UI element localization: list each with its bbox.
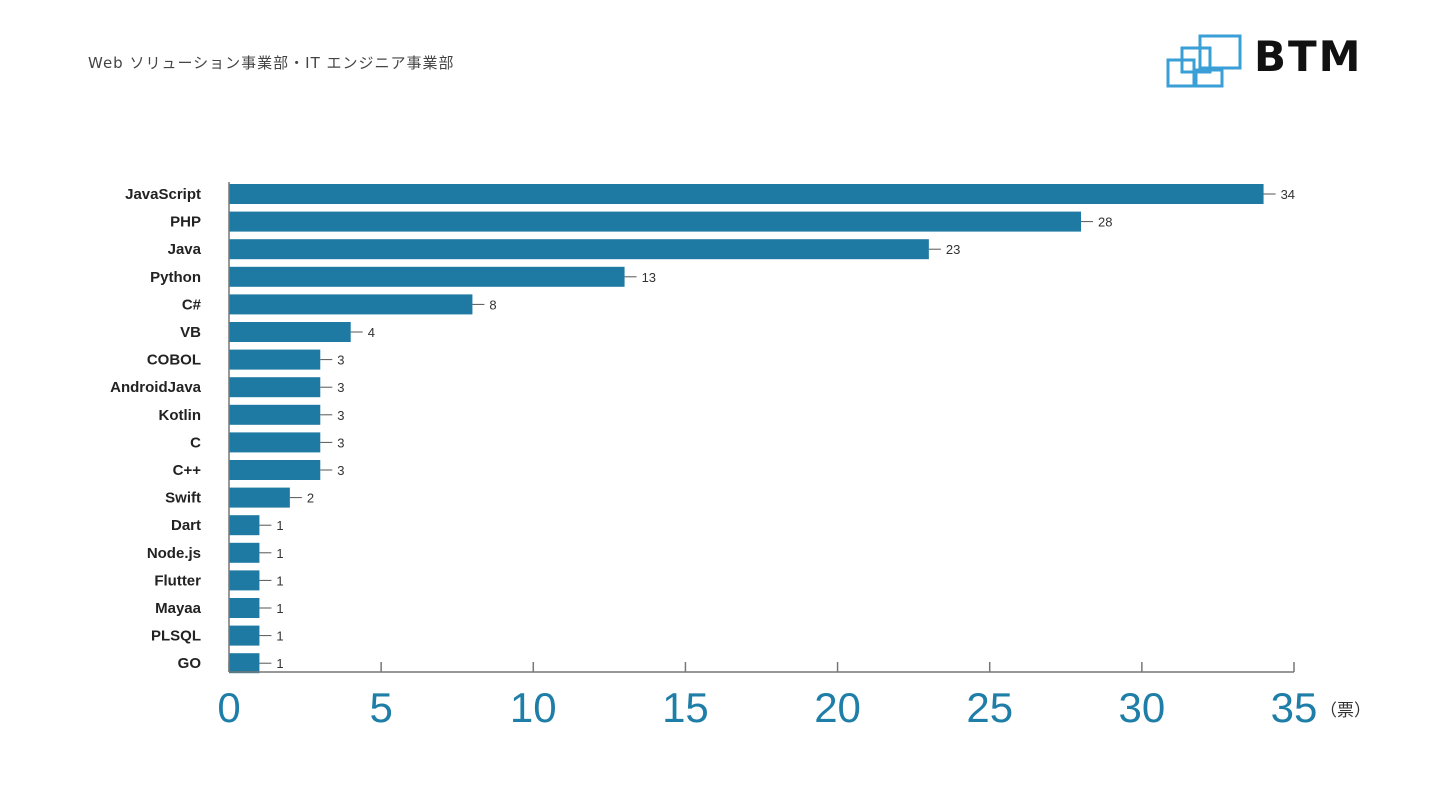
bar [229, 460, 321, 480]
category-label: Python [150, 269, 201, 286]
category-label: Kotlin [159, 407, 202, 424]
bar [229, 653, 260, 674]
value-label: 1 [276, 601, 283, 616]
x-tick-label: 5 [369, 684, 392, 731]
category-label: VB [180, 324, 201, 341]
value-label: 23 [946, 242, 960, 257]
value-label: 3 [337, 408, 344, 423]
value-label: 1 [276, 546, 283, 561]
x-tick-label: 0 [217, 684, 240, 731]
x-tick-label: 10 [510, 684, 557, 731]
category-label: Java [168, 241, 202, 258]
category-label: C# [182, 296, 202, 313]
category-label: Swift [165, 490, 201, 507]
bar [229, 432, 321, 453]
bar [229, 322, 351, 342]
logo-text: BTM [1254, 32, 1363, 81]
bar [229, 515, 260, 536]
value-label: 2 [307, 491, 314, 506]
category-label: Node.js [147, 545, 201, 562]
x-tick-label: 20 [814, 684, 861, 731]
bar [229, 542, 260, 563]
category-label: Flutter [154, 572, 201, 589]
category-label: PLSQL [151, 628, 201, 645]
value-label: 3 [337, 463, 344, 478]
bar [229, 598, 260, 618]
category-label: PHP [170, 214, 201, 231]
logo-squares-icon [1166, 34, 1242, 88]
btm-logo: BTM [1164, 30, 1404, 94]
bar [229, 239, 929, 260]
x-unit-label: （票） [1320, 701, 1371, 721]
value-label: 28 [1098, 215, 1112, 230]
bar [229, 487, 290, 508]
x-tick-label: 35 [1271, 684, 1318, 731]
bar [229, 211, 1081, 232]
bar [229, 625, 260, 646]
value-label: 34 [1281, 187, 1295, 202]
value-label: 8 [489, 297, 496, 312]
x-tick-label: 25 [966, 684, 1013, 731]
value-label: 1 [276, 656, 283, 671]
bar [229, 404, 321, 425]
bar [229, 377, 321, 398]
page-title: Web ソリューション事業部・IT エンジニア事業部 [88, 54, 455, 72]
bar [229, 294, 473, 315]
value-label: 3 [337, 353, 344, 368]
value-label: 3 [337, 380, 344, 395]
bar [229, 266, 625, 287]
category-label: C++ [173, 462, 202, 479]
x-tick-label: 15 [662, 684, 709, 731]
category-label: Mayaa [155, 600, 202, 617]
x-tick-label: 30 [1118, 684, 1165, 731]
value-label: 3 [337, 435, 344, 450]
value-label: 1 [276, 629, 283, 644]
value-label: 1 [276, 518, 283, 533]
value-label: 4 [368, 325, 375, 340]
category-label: C [190, 434, 201, 451]
category-label: GO [178, 655, 202, 672]
category-label: COBOL [147, 352, 201, 369]
category-label: AndroidJava [110, 379, 202, 396]
bar [229, 570, 260, 591]
value-label: 1 [276, 573, 283, 588]
bar [229, 184, 1264, 204]
category-label: JavaScript [125, 186, 201, 203]
value-label: 13 [642, 270, 656, 285]
category-label: Dart [171, 517, 201, 534]
bar [229, 349, 321, 370]
